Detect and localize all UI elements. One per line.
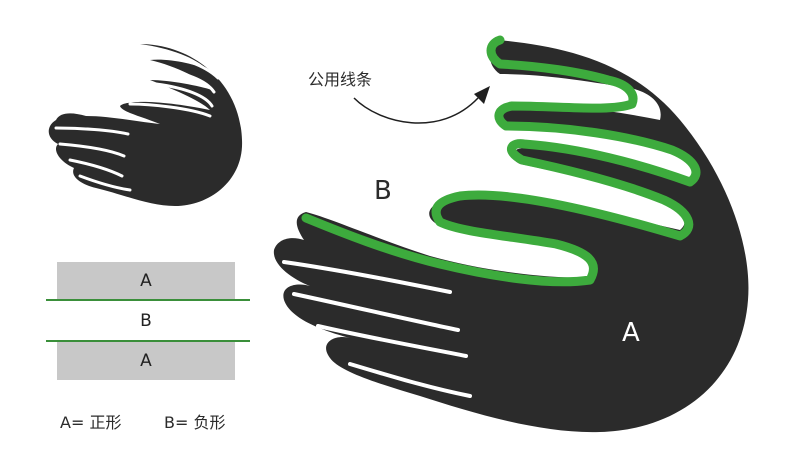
legend-band-top: A (57, 262, 235, 300)
large-hand-logo (273, 35, 749, 433)
large-logo-finger-line-4 (348, 362, 472, 398)
annotation-arrow-curve (353, 97, 479, 124)
small-logo-body (48, 44, 243, 206)
small-logo-finger-line-6 (68, 158, 124, 178)
negative-space-label: B (374, 176, 392, 206)
legend-divider-top (46, 299, 250, 301)
positive-shape-label: A (622, 318, 640, 348)
small-logo-finger-line-7 (78, 174, 132, 192)
annotation-arrow-head (474, 86, 490, 104)
small-logo-finger-line-4 (54, 126, 130, 136)
small-logo-finger-line-3 (154, 82, 214, 108)
large-logo-finger-line-2 (292, 292, 460, 332)
small-logo-palm-line (128, 102, 212, 118)
large-logo-finger-line-3 (316, 324, 468, 358)
legend-caption-negative: B= 负形 (164, 413, 226, 432)
small-logo-finger-line-5 (58, 142, 126, 158)
small-logo-finger-line-1 (146, 50, 220, 80)
shared-line-annotation: 公用线条 (308, 70, 373, 89)
small-logo-finger-line-2 (150, 66, 216, 94)
shared-green-line (301, 35, 701, 287)
large-logo-finger-line-1 (282, 260, 452, 294)
legend-band-bottom: A (57, 342, 235, 380)
legend-band-middle: B (140, 311, 152, 331)
small-hand-logo (48, 44, 243, 206)
legend-caption-positive: A= 正形 (60, 413, 122, 432)
legend-divider-bottom (46, 340, 250, 342)
